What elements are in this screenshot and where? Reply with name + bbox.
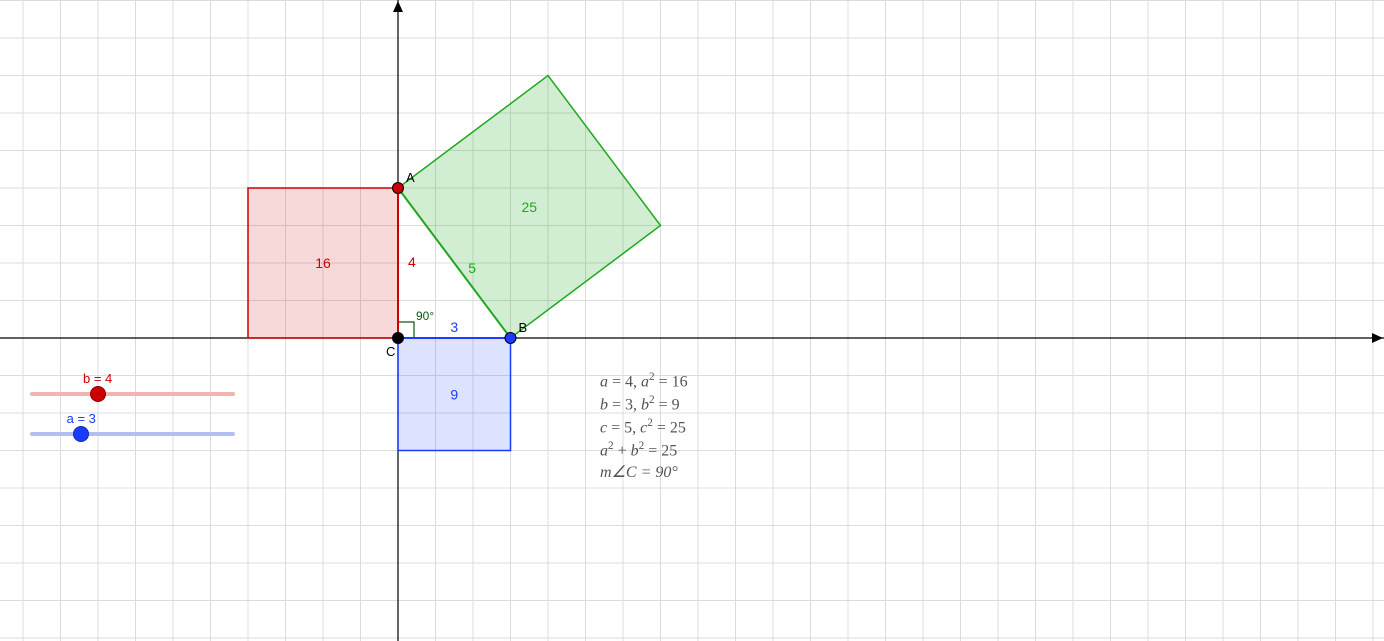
geometry-canvas[interactable]: 16 9 25 90° 4 3 5 C A B [0, 0, 1384, 641]
slider-b-handle[interactable] [90, 386, 106, 402]
slider-b-label: b = 4 [83, 371, 112, 386]
side-cb-label: 3 [450, 319, 458, 335]
point-a[interactable] [393, 183, 404, 194]
square-blue-area-label: 9 [450, 386, 458, 402]
point-b[interactable] [505, 333, 516, 344]
point-b-label: B [519, 320, 528, 335]
slider-b-track[interactable] [30, 392, 235, 396]
slider-a-handle[interactable] [73, 426, 89, 442]
eq-line-5: m∠C = 90° [600, 462, 688, 484]
slider-a-track[interactable] [30, 432, 235, 436]
slider-a-label: a = 3 [67, 411, 96, 426]
square-red-area-label: 16 [315, 255, 331, 271]
eq-line-3: c = 5, c2 = 25 [600, 416, 688, 439]
point-c[interactable] [393, 333, 404, 344]
eq-line-2: b = 3, b2 = 9 [600, 393, 688, 416]
eq-line-1: a = 4, a2 = 16 [600, 370, 688, 393]
point-c-label: C [386, 344, 395, 359]
point-a-label: A [406, 170, 415, 185]
square-green-area-label: 25 [521, 199, 537, 215]
angle-c-label: 90° [416, 309, 434, 323]
side-ca-label: 4 [408, 254, 416, 270]
eq-line-4: a2 + b2 = 25 [600, 439, 688, 462]
equation-block: a = 4, a2 = 16 b = 3, b2 = 9 c = 5, c2 =… [600, 370, 688, 483]
side-ab-label: 5 [468, 260, 476, 276]
